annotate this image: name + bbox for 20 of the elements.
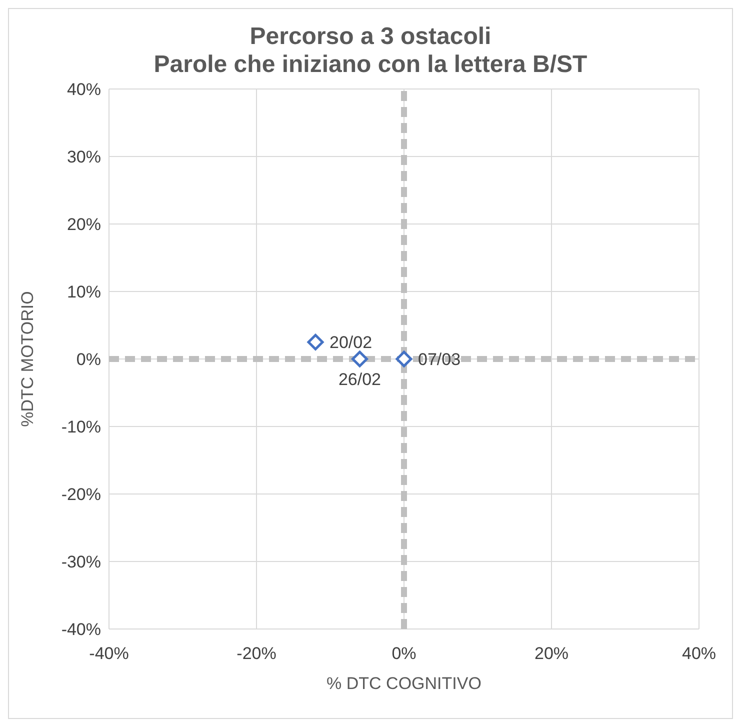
y-tick-label: 20% <box>66 215 101 234</box>
x-tick-label: 40% <box>682 644 716 664</box>
y-tick-label: -20% <box>61 485 101 504</box>
y-tick-label: 0% <box>76 350 101 370</box>
x-axis-title: % DTC COGNITIVO <box>326 674 482 693</box>
y-tick-label: 30% <box>66 148 101 167</box>
y-tick-label: -40% <box>61 620 101 640</box>
x-tick-label: 0% <box>392 644 416 664</box>
y-tick-label: -10% <box>61 418 101 437</box>
y-tick-label: -30% <box>61 552 101 572</box>
x-tick-label: -20% <box>236 644 276 664</box>
annotation: 07/03 <box>418 350 461 370</box>
annotation: 26/02 <box>338 370 382 390</box>
annotation: 20/02 <box>330 333 372 352</box>
y-tick-label: 10% <box>66 282 101 302</box>
x-tick-label: 20% <box>534 644 569 664</box>
x-tick-label: -40% <box>89 644 129 664</box>
y-tick-label: 40% <box>66 80 101 100</box>
y-axis-title: %DTC MOTORIO <box>18 291 38 427</box>
chart-title: Percorso a 3 ostacoli Parole che iniziano con la lettera B/ST <box>152 23 588 79</box>
